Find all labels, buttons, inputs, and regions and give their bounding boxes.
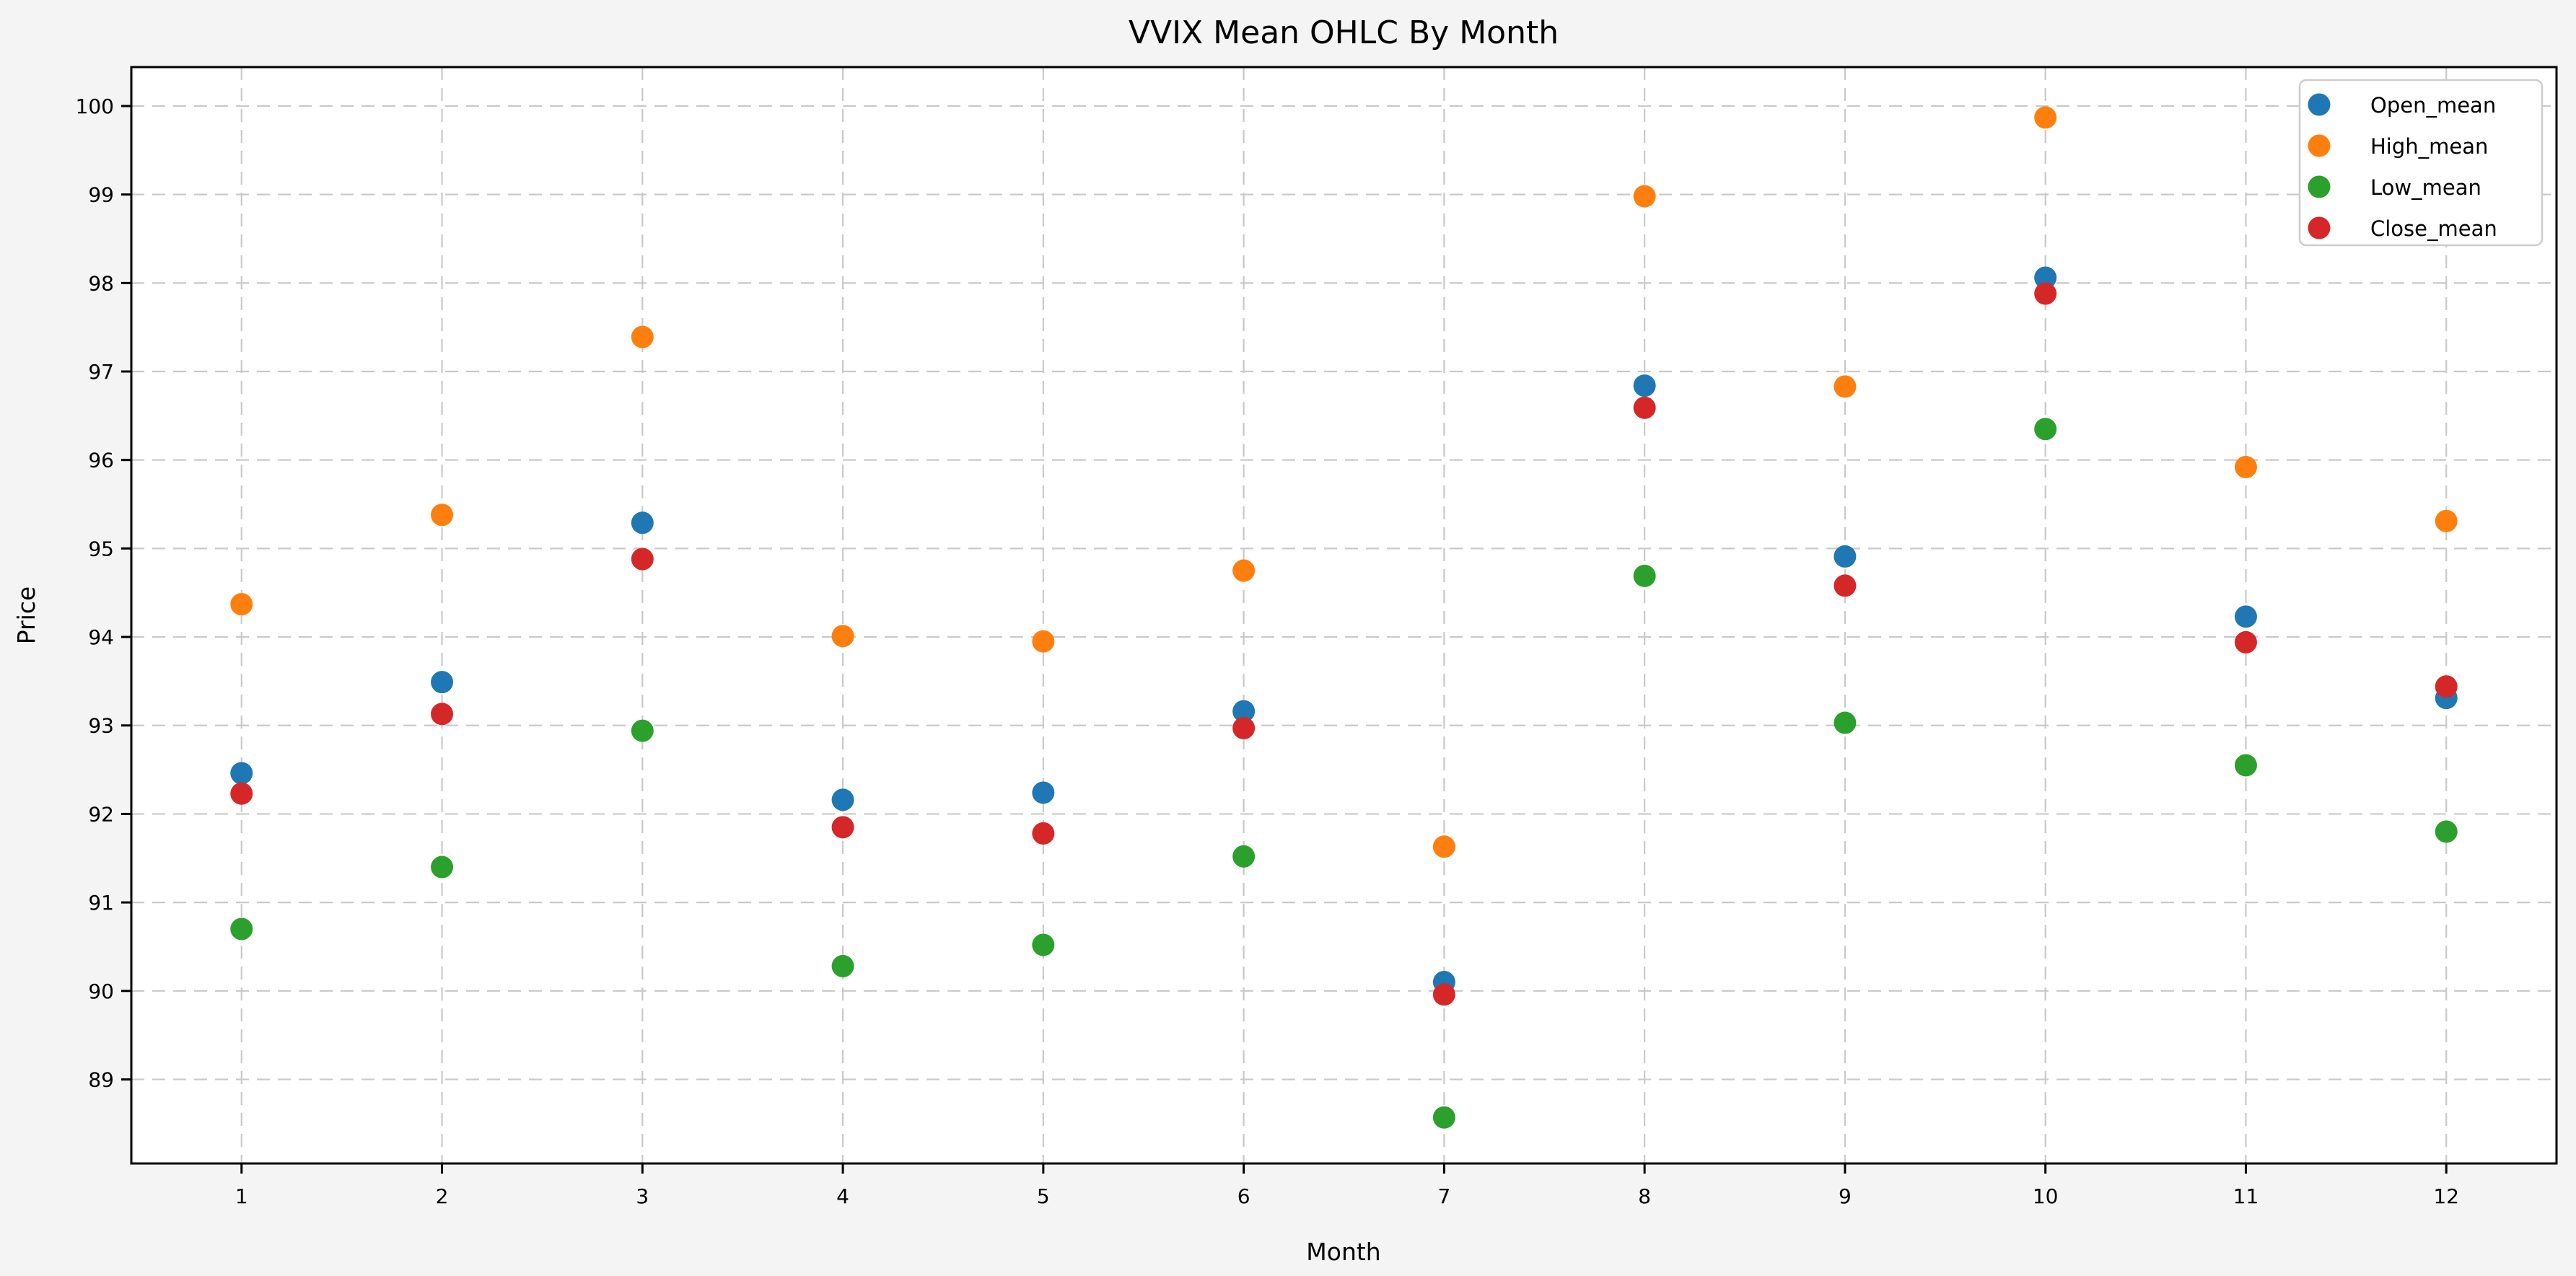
y-tick-label: 96 (88, 449, 114, 472)
data-point-open_mean-m3 (631, 511, 654, 534)
x-tick-label: 6 (1237, 1184, 1250, 1208)
data-point-close_mean-m9 (1834, 574, 1857, 597)
data-point-high_mean-m2 (431, 503, 454, 527)
legend-label-high-mean: High_mean (2370, 134, 2488, 159)
y-tick-label: 95 (88, 537, 114, 560)
data-point-open_mean-m6 (1232, 700, 1256, 723)
data-point-low_mean-m12 (2435, 820, 2458, 843)
data-point-close_mean-m1 (230, 782, 253, 805)
legend-swatch-high-mean (2308, 134, 2331, 157)
data-point-low_mean-m1 (230, 918, 253, 941)
y-tick-label: 100 (76, 94, 114, 118)
data-point-high_mean-m7 (1432, 835, 1455, 858)
data-point-low_mean-m9 (1834, 711, 1857, 734)
chart-title: VVIX Mean OHLC By Month (1129, 14, 1559, 51)
y-tick-label: 99 (88, 183, 114, 207)
y-axis-label: Price (12, 586, 40, 645)
data-point-close_mean-m8 (1633, 396, 1656, 419)
data-point-open_mean-m8 (1633, 374, 1656, 397)
x-tick-label: 3 (636, 1184, 649, 1208)
y-tick-label: 91 (88, 891, 114, 915)
legend-box (2298, 79, 2544, 247)
data-point-open_mean-m11 (2234, 605, 2257, 628)
axis-ticks (121, 105, 2448, 1174)
data-point-low_mean-m3 (631, 719, 654, 742)
x-tick-label: 11 (2233, 1184, 2259, 1208)
data-point-high_mean-m10 (2034, 106, 2057, 129)
legend-swatch-low-mean (2308, 175, 2331, 198)
data-point-low_mean-m11 (2234, 754, 2257, 777)
data-point-close_mean-m2 (431, 703, 454, 726)
data-point-high_mean-m9 (1834, 375, 1857, 398)
data-point-open_mean-m10 (2034, 266, 2057, 289)
data-point-close_mean-m4 (831, 816, 854, 839)
x-tick-label: 1 (235, 1184, 248, 1208)
data-point-high_mean-m6 (1232, 559, 1256, 582)
legend: Open_mean High_mean Low_mean Close_mean (2298, 79, 2544, 247)
data-point-open_mean-m4 (831, 788, 854, 811)
x-tick-label: 9 (1839, 1184, 1852, 1208)
data-point-low_mean-m10 (2034, 418, 2057, 441)
y-tick-label: 89 (88, 1068, 114, 1091)
data-point-low_mean-m8 (1633, 564, 1656, 587)
x-tick-label: 5 (1037, 1184, 1050, 1208)
data-point-close_mean-m12 (2435, 675, 2458, 698)
data-point-high_mean-m1 (230, 593, 253, 616)
legend-label-low-mean: Low_mean (2370, 175, 2481, 200)
data-point-high_mean-m8 (1633, 185, 1656, 208)
data-point-low_mean-m6 (1232, 845, 1256, 868)
data-point-close_mean-m7 (1432, 983, 1455, 1006)
gridlines (131, 67, 2557, 1163)
x-tick-label: 4 (836, 1184, 849, 1208)
x-tick-label: 7 (1437, 1184, 1450, 1208)
data-point-high_mean-m12 (2435, 509, 2458, 532)
y-tick-label: 90 (88, 980, 114, 1003)
data-point-close_mean-m10 (2034, 282, 2057, 305)
data-point-open_mean-m1 (230, 762, 253, 785)
data-point-close_mean-m6 (1232, 716, 1256, 739)
data-point-high_mean-m5 (1032, 630, 1055, 653)
x-axis-label: Month (1306, 1238, 1380, 1266)
data-point-close_mean-m5 (1032, 822, 1055, 845)
legend-label-open-mean: Open_mean (2370, 93, 2496, 118)
x-tick-label: 12 (2433, 1184, 2459, 1208)
legend-label-close-mean: Close_mean (2370, 216, 2497, 241)
data-points (230, 106, 2458, 1129)
data-point-open_mean-m2 (431, 671, 454, 694)
axes-spines (130, 66, 2558, 1165)
x-tick-label: 8 (1638, 1184, 1651, 1208)
legend-swatch-open-mean (2308, 93, 2331, 116)
data-point-low_mean-m2 (431, 855, 454, 879)
y-tick-label: 98 (88, 271, 114, 295)
plot-area (131, 67, 2557, 1163)
legend-swatch-close-mean (2308, 216, 2331, 239)
x-tick-label: 2 (436, 1184, 449, 1208)
data-point-low_mean-m5 (1032, 933, 1055, 956)
data-point-high_mean-m11 (2234, 456, 2257, 479)
data-point-open_mean-m9 (1834, 545, 1857, 568)
data-point-close_mean-m3 (631, 547, 654, 571)
data-point-close_mean-m11 (2234, 630, 2257, 654)
y-tick-label: 93 (88, 714, 114, 738)
data-point-low_mean-m4 (831, 954, 854, 977)
y-tick-label: 97 (88, 360, 114, 384)
data-point-low_mean-m7 (1432, 1106, 1455, 1129)
y-tick-label: 94 (88, 625, 114, 649)
x-tick-label: 10 (2033, 1184, 2059, 1208)
data-point-high_mean-m3 (631, 325, 654, 348)
data-point-high_mean-m4 (831, 625, 854, 648)
y-tick-label: 92 (88, 802, 114, 826)
data-point-open_mean-m5 (1032, 781, 1055, 804)
